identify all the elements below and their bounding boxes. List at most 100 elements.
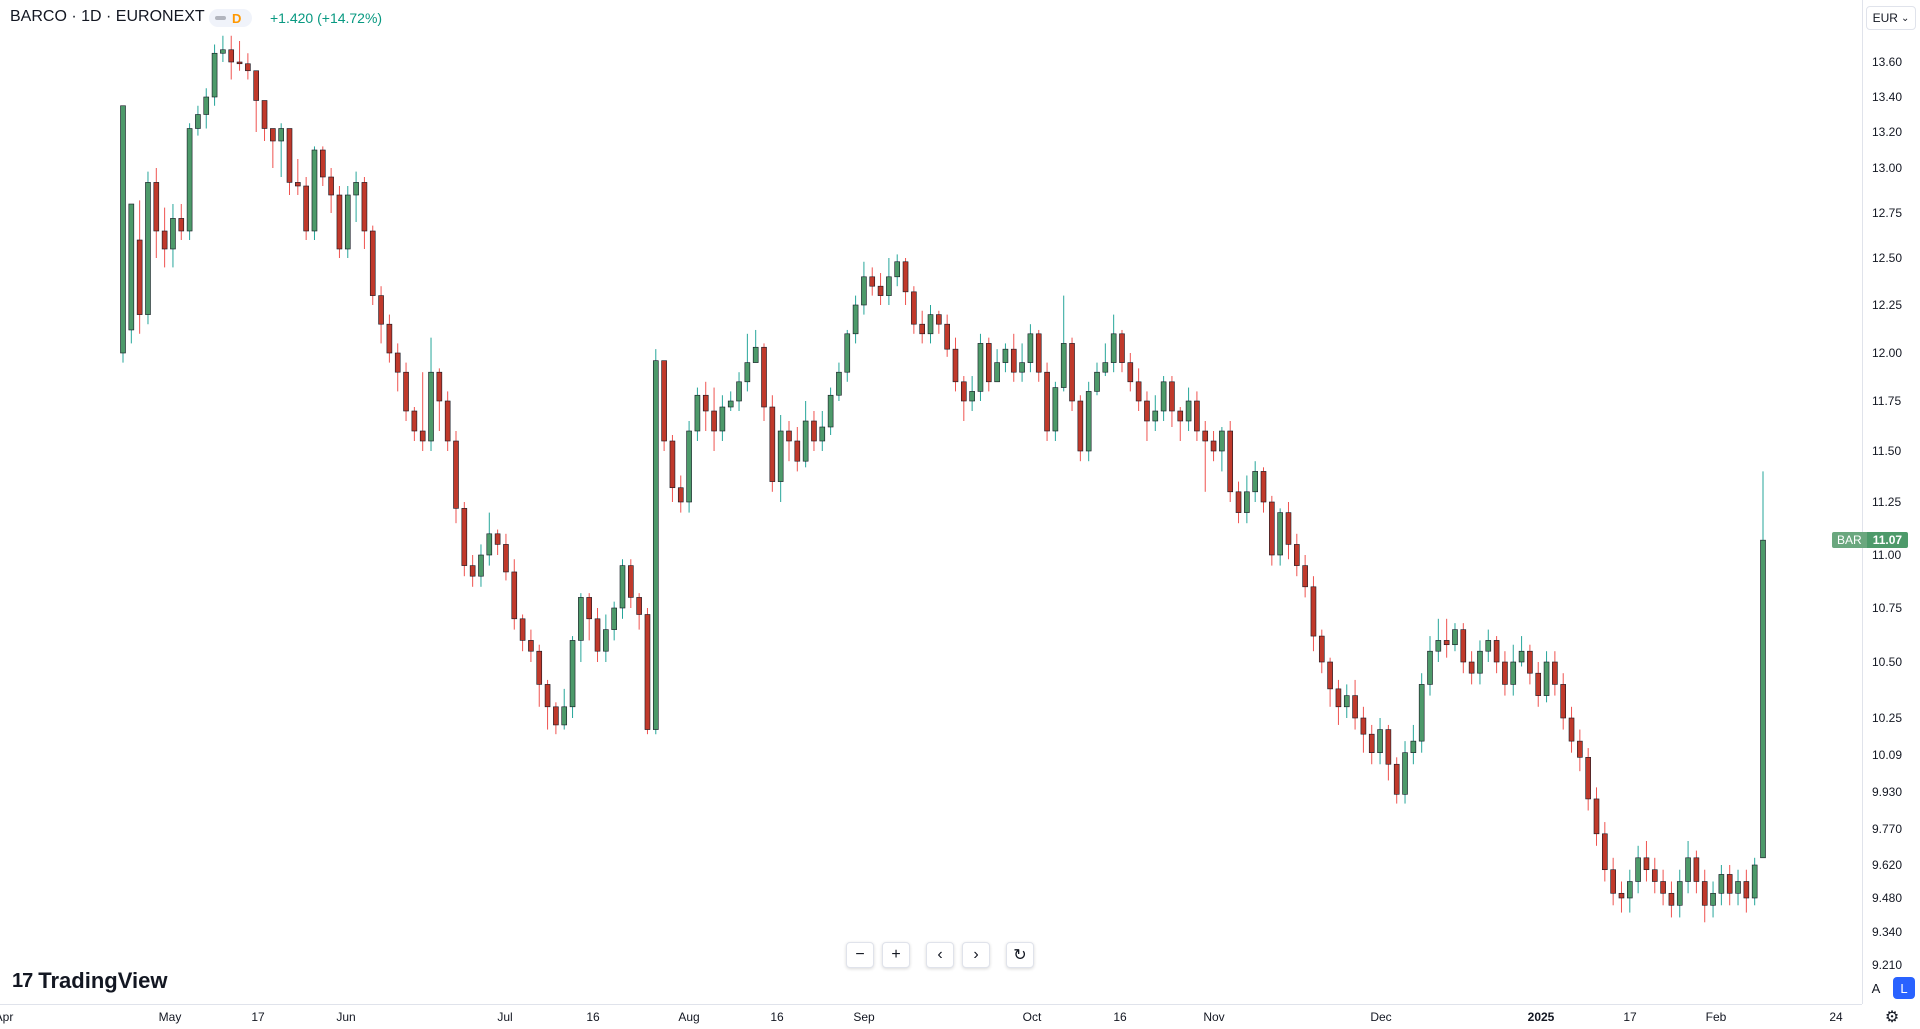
candle-body <box>386 323 393 354</box>
chart-controls: − + ‹ › ↻ <box>846 942 1034 968</box>
candle-body <box>286 128 293 183</box>
candle-body <box>619 565 626 609</box>
candle-body <box>1543 661 1550 696</box>
chevron-left-icon: ‹ <box>937 946 943 963</box>
candle-body <box>1052 387 1059 432</box>
candle-body <box>1135 381 1142 402</box>
price-chart[interactable] <box>0 0 1862 1004</box>
candle-body <box>969 391 975 402</box>
candle-body <box>861 276 867 306</box>
candle-body <box>544 684 551 708</box>
candle-body <box>686 430 692 503</box>
candle-body <box>1643 857 1650 871</box>
candle-body <box>403 371 409 412</box>
candle-body <box>1335 688 1342 708</box>
time-tick-label: Jul <box>497 1010 513 1024</box>
candle-body <box>677 487 684 503</box>
time-tick-label: Aug <box>678 1010 700 1024</box>
candle-body <box>1668 892 1675 906</box>
scroll-left-button[interactable]: ‹ <box>926 942 954 968</box>
candle-body <box>469 565 476 577</box>
candle-body <box>1069 343 1075 402</box>
candle-body <box>1185 400 1192 422</box>
candle-body <box>944 323 950 350</box>
candle-body <box>1368 733 1375 753</box>
tradingview-mark-icon: 17 <box>12 969 33 992</box>
candle-body <box>1077 400 1084 452</box>
candle-body <box>1285 512 1292 545</box>
candle-body <box>411 410 418 432</box>
mode-pill[interactable]: D <box>209 9 252 27</box>
symbol-title[interactable]: BARCO · 1D · EURONEXT <box>10 8 205 25</box>
chevron-right-icon: › <box>973 946 979 963</box>
candle-body <box>1294 544 1300 566</box>
candle-body <box>528 640 534 652</box>
auto-scale-button[interactable]: A <box>1871 980 1881 996</box>
time-tick-label: 24 <box>1829 1010 1843 1024</box>
candle-body <box>153 182 160 232</box>
candle-body <box>628 565 634 598</box>
price-tick-label: 9.340 <box>1872 925 1903 939</box>
candle-body <box>1502 661 1508 685</box>
scroll-right-button[interactable]: › <box>962 942 990 968</box>
candle-body <box>1477 650 1483 674</box>
reset-button[interactable]: ↻ <box>1006 942 1034 968</box>
time-tick-label: Feb <box>1705 1010 1727 1024</box>
log-scale-button[interactable]: L <box>1893 977 1915 999</box>
candle-body <box>253 70 259 101</box>
candle-body <box>1577 740 1583 758</box>
time-tick-label: Oct <box>1022 1010 1042 1024</box>
price-tick-label: 10.50 <box>1872 655 1903 669</box>
candle-body <box>1651 869 1658 882</box>
candle-body <box>927 314 934 335</box>
zoom-out-button[interactable]: − <box>846 942 874 968</box>
chevron-down-icon: ⌄ <box>1900 12 1910 24</box>
candle-body <box>428 371 434 442</box>
candle-body <box>669 440 676 489</box>
candle-body <box>128 203 135 331</box>
candle-body <box>994 362 1000 383</box>
price-tick-label: 11.25 <box>1872 495 1902 509</box>
tradingview-logo[interactable]: 17 TradingView <box>12 968 167 994</box>
last-price-tag: BAR 11.07 <box>1832 532 1909 548</box>
time-tick-label: 17 <box>251 1010 265 1024</box>
time-tick-label: 16 <box>1113 1010 1127 1024</box>
candle-body <box>1701 881 1708 906</box>
candle-body <box>769 406 776 482</box>
candle-body <box>1760 539 1766 859</box>
candle-body <box>1435 640 1442 652</box>
candle-body <box>1260 471 1267 503</box>
settings-icon[interactable]: ⚙ <box>1884 1009 1900 1026</box>
zoom-in-button[interactable]: + <box>882 942 910 968</box>
price-tag-value: 11.07 <box>1866 532 1909 548</box>
candle-body <box>869 276 876 287</box>
candle-body <box>561 706 568 726</box>
candle-body <box>761 346 767 408</box>
time-tick-label: May <box>158 1010 182 1024</box>
candle-body <box>1094 371 1100 392</box>
candle-body <box>444 400 451 442</box>
candle-body <box>353 182 359 196</box>
candle-body <box>578 597 584 641</box>
candle-body <box>702 394 709 412</box>
candle-body <box>1527 650 1533 674</box>
candle-body <box>1743 881 1750 899</box>
candle-body <box>1343 695 1350 708</box>
candle-body <box>611 607 617 630</box>
candle-body <box>344 194 351 250</box>
candle-body <box>1177 410 1184 422</box>
candle-body <box>852 304 859 335</box>
candle-body <box>1635 857 1641 882</box>
candle-body <box>811 420 817 442</box>
price-axis[interactable] <box>1862 0 1920 1004</box>
price-tick-label: 10.09 <box>1872 748 1903 762</box>
time-axis[interactable] <box>0 1004 1862 1029</box>
candle-body <box>1751 864 1758 899</box>
time-tick-label: 2025 <box>1527 1010 1555 1024</box>
currency-button[interactable]: EUR ⌄ <box>1866 6 1916 30</box>
candle-body <box>961 381 967 402</box>
candle-body <box>236 61 243 65</box>
candle-body <box>503 544 509 573</box>
candle-body <box>827 394 834 428</box>
candle-body <box>136 239 143 315</box>
